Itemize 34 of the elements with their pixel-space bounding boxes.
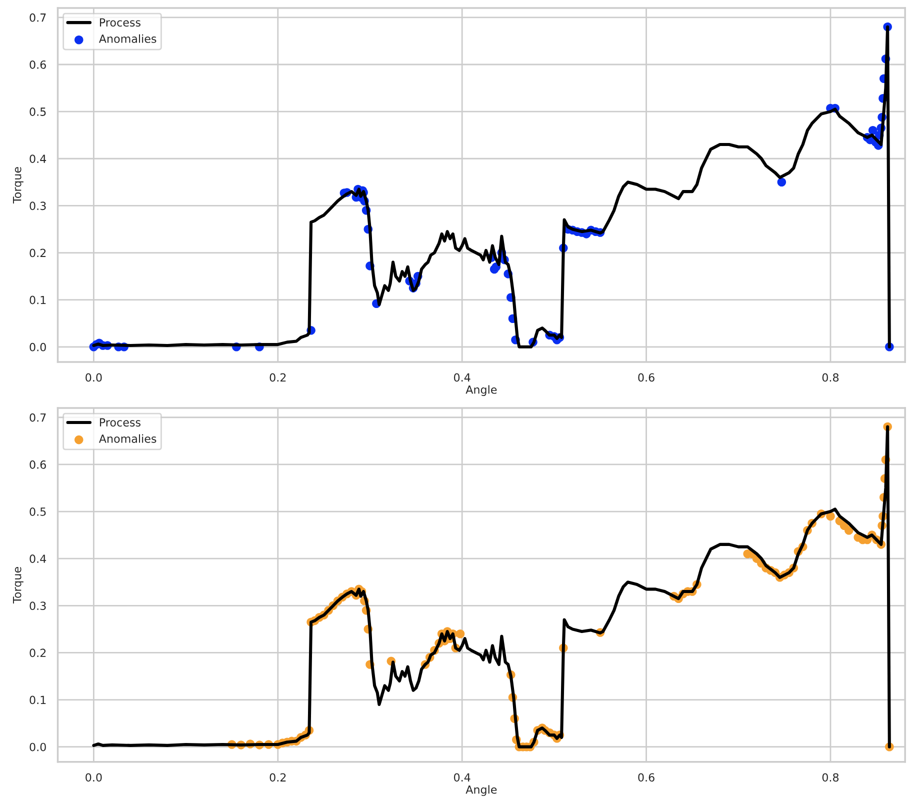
y-tick-label: 0.3 bbox=[30, 602, 46, 610]
x-tick-label: 0.8 bbox=[822, 773, 839, 782]
x-tick-label: 0.2 bbox=[270, 373, 286, 382]
y-axis-title: Torque bbox=[13, 567, 24, 604]
y-tick-label: 0.3 bbox=[30, 202, 46, 210]
y-tick-label: 0.6 bbox=[30, 460, 46, 469]
x-tick-label: 0.0 bbox=[86, 373, 102, 382]
legend-label: Process bbox=[100, 418, 140, 427]
x-tick-label: 0.8 bbox=[822, 373, 839, 382]
x-axis-title: Angle bbox=[466, 785, 497, 796]
y-tick-label: 0.6 bbox=[30, 60, 46, 69]
y-tick-label: 0.2 bbox=[30, 248, 46, 258]
x-tick-label: 0.6 bbox=[638, 773, 654, 782]
x-axis-title: Angle bbox=[466, 385, 497, 396]
y-tick-label: 0.2 bbox=[30, 648, 46, 658]
legend-label: Anomalies bbox=[98, 434, 156, 443]
y-tick-label: 0.1 bbox=[30, 696, 46, 704]
legend-label: Process bbox=[100, 18, 140, 27]
y-tick-label: 0.4 bbox=[30, 154, 46, 164]
x-tick-label: 0.0 bbox=[86, 773, 102, 782]
y-tick-label: 0.7 bbox=[30, 413, 46, 422]
y-axis-title: Torque bbox=[13, 167, 24, 204]
y-tick-label: 0.0 bbox=[30, 742, 46, 752]
x-tick-label: 0.4 bbox=[454, 773, 470, 782]
legend-label: Anomalies bbox=[98, 34, 156, 43]
y-tick-label: 0.5 bbox=[30, 108, 46, 116]
x-tick-label: 0.4 bbox=[454, 373, 470, 382]
x-tick-label: 0.6 bbox=[638, 373, 654, 382]
y-tick-label: 0.5 bbox=[30, 507, 46, 516]
y-tick-label: 0.7 bbox=[30, 13, 46, 22]
x-tick-label: 0.2 bbox=[270, 773, 286, 782]
y-tick-label: 0.0 bbox=[30, 342, 46, 352]
y-tick-label: 0.4 bbox=[30, 554, 46, 563]
y-tick-label: 0.1 bbox=[30, 296, 46, 304]
